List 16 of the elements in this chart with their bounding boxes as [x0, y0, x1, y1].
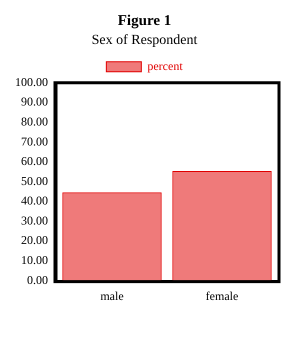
chart-title: Figure 1	[118, 12, 172, 29]
y-tick-label: 80.00	[21, 114, 48, 129]
y-tick-label: 40.00	[21, 194, 48, 208]
y-tick-label: 50.00	[21, 174, 48, 188]
y-tick-label: 60.00	[21, 154, 48, 168]
x-tick-label: female	[206, 288, 238, 303]
y-tick-label: 10.00	[21, 252, 48, 267]
y-tick-label: 90.00	[21, 94, 48, 109]
y-tick-label: 20.00	[21, 233, 48, 248]
y-tick-label: 100.00	[15, 74, 48, 89]
legend-label: percent	[147, 58, 184, 73]
chart-subtitle: Sex of Respondent	[92, 33, 198, 48]
x-tick-label: male	[100, 288, 124, 303]
y-tick-label: 70.00	[21, 134, 48, 148]
y-tick-label: 0.00	[27, 272, 48, 287]
y-tick-label: 30.00	[21, 213, 48, 228]
